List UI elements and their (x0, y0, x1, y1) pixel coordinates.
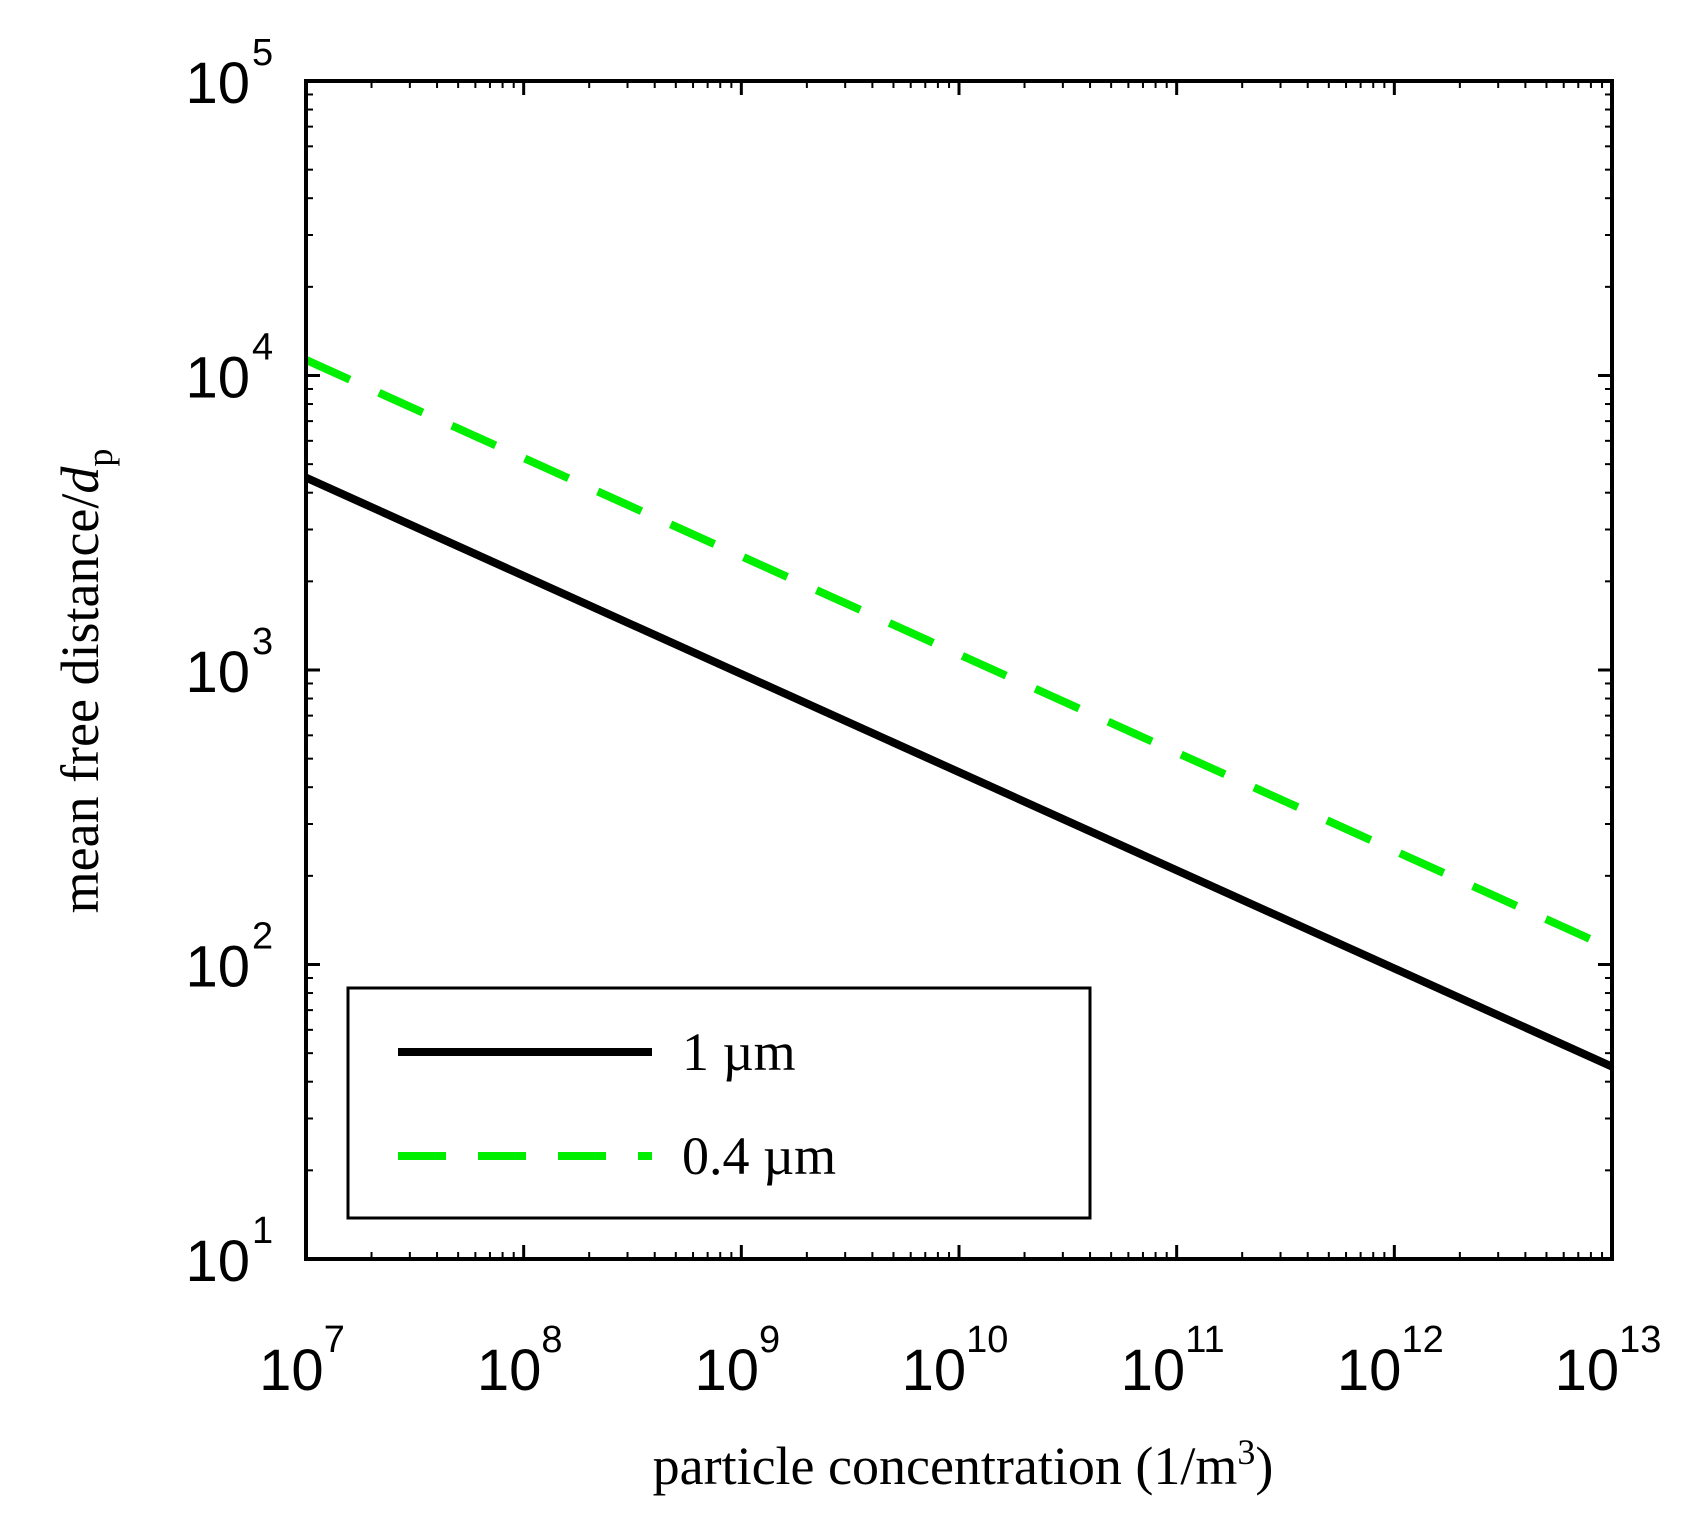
y-tick-label: 102 (185, 916, 273, 1000)
plot-frame (304, 79, 1614, 1261)
y-tick-label: 105 (185, 32, 273, 116)
y-tick-label: 103 (185, 621, 273, 705)
y-tick-label: 101 (185, 1210, 273, 1294)
y-axis-label: mean free distance/dp (50, 449, 120, 914)
x-tick-label: 1011 (1121, 1319, 1225, 1403)
x-tick-label: 109 (695, 1319, 781, 1403)
legend-label-0-4um: 0.4 µm (682, 1126, 836, 1186)
x-tick-label: 1010 (902, 1319, 1009, 1403)
series-layer (304, 356, 1614, 1071)
x-tick-label: 1012 (1337, 1319, 1444, 1403)
x-axis-label: particle concentration (1/m3) (653, 1432, 1274, 1496)
x-tick-label: 108 (477, 1319, 563, 1403)
y-tick-labels: 101 102 103 104 105 (185, 32, 273, 1294)
legend-box (346, 986, 1092, 1220)
y-tick-label: 104 (185, 327, 273, 411)
legend-label-1um: 1 µm (682, 1022, 796, 1082)
series-line-0 (304, 473, 1614, 1071)
series-line-1 (304, 356, 1614, 953)
x-tick-label: 1013 (1555, 1319, 1662, 1403)
x-tick-label: 107 (259, 1319, 345, 1403)
legend: 1 µm 0.4 µm (346, 986, 1092, 1220)
x-tick-labels: 107 108 109 1010 1011 1012 1013 (259, 1319, 1661, 1403)
